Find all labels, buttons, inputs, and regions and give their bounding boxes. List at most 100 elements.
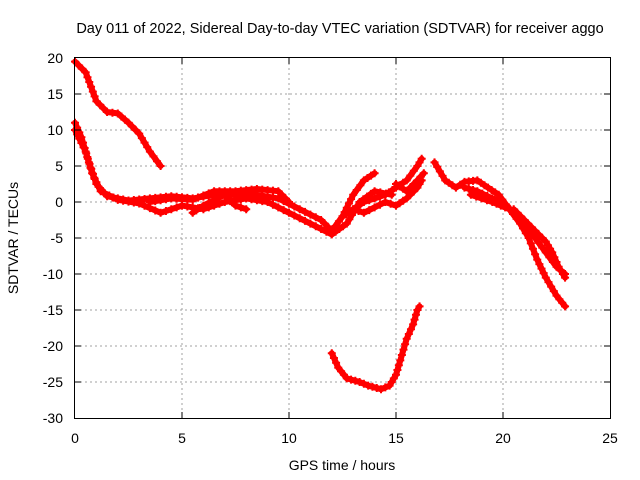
data-point bbox=[342, 374, 351, 383]
x-tick-label: 25 bbox=[602, 430, 618, 446]
data-point bbox=[397, 351, 406, 359]
data-point bbox=[394, 361, 403, 370]
axis-ticks: 0 5 10 15 20 25 -30 -25 -20 -15 -10 -5 0 5 10 15 20 bbox=[43, 50, 618, 446]
data-point bbox=[279, 206, 288, 215]
data-point bbox=[92, 178, 101, 187]
data-point bbox=[372, 384, 381, 392]
data-point bbox=[533, 255, 542, 264]
data-point bbox=[327, 349, 336, 358]
data-point bbox=[537, 264, 546, 273]
series-trace bbox=[72, 119, 378, 234]
data-point bbox=[538, 243, 547, 252]
data-point bbox=[365, 206, 374, 215]
series-track-3 bbox=[71, 126, 396, 239]
data-point bbox=[347, 375, 356, 384]
data-point bbox=[109, 193, 118, 202]
data-point bbox=[544, 278, 553, 287]
data-point bbox=[375, 200, 384, 209]
data-point bbox=[263, 198, 272, 206]
data-point bbox=[285, 208, 293, 217]
data-point bbox=[332, 358, 341, 367]
data-point bbox=[526, 239, 535, 248]
data-point bbox=[492, 199, 501, 208]
data-point bbox=[381, 198, 390, 206]
data-point bbox=[199, 191, 208, 200]
data-point bbox=[477, 194, 486, 203]
data-point bbox=[550, 253, 559, 262]
data-point bbox=[88, 169, 97, 178]
data-point bbox=[364, 381, 373, 390]
data-point bbox=[549, 287, 558, 296]
data-point bbox=[236, 203, 245, 212]
y-tick-label: -25 bbox=[43, 374, 63, 390]
data-point bbox=[404, 330, 413, 338]
data-point bbox=[409, 320, 418, 329]
data-point bbox=[352, 186, 361, 194]
data-point bbox=[172, 203, 181, 212]
data-point bbox=[406, 325, 415, 334]
y-tick-label: -20 bbox=[43, 338, 63, 354]
data-point bbox=[377, 385, 386, 394]
series-track-9 bbox=[327, 302, 424, 394]
data-point bbox=[464, 184, 473, 193]
data-point bbox=[496, 201, 505, 210]
data-point bbox=[79, 143, 88, 152]
data-point bbox=[285, 198, 293, 206]
data-point bbox=[204, 198, 213, 207]
data-point bbox=[375, 192, 384, 201]
y-tick-label: -30 bbox=[43, 410, 63, 426]
data-point bbox=[516, 219, 525, 228]
data-point bbox=[90, 173, 99, 182]
data-point bbox=[402, 334, 411, 343]
data-point bbox=[156, 208, 165, 217]
data-point bbox=[317, 225, 326, 233]
data-point bbox=[534, 238, 543, 247]
data-point bbox=[342, 219, 351, 228]
y-tick-label: 20 bbox=[47, 50, 63, 66]
y-tick-label: 15 bbox=[47, 86, 63, 102]
series-track-13 bbox=[509, 205, 570, 282]
data-point bbox=[86, 163, 95, 172]
data-point bbox=[359, 198, 368, 206]
data-point bbox=[451, 183, 460, 192]
data-point bbox=[199, 201, 208, 210]
y-axis-label: SDTVAR / TECUs bbox=[5, 182, 21, 294]
data-point bbox=[194, 193, 203, 202]
plot-frame bbox=[74, 57, 611, 419]
data-point bbox=[161, 207, 170, 215]
data-point bbox=[94, 182, 103, 191]
data-point bbox=[344, 199, 353, 208]
data-point bbox=[306, 219, 315, 228]
data-point bbox=[210, 196, 219, 205]
data-point bbox=[231, 201, 240, 210]
data-point bbox=[402, 176, 411, 185]
data-point bbox=[415, 302, 424, 311]
data-point bbox=[535, 260, 544, 269]
data-point bbox=[85, 78, 94, 86]
data-point bbox=[351, 376, 360, 385]
data-point bbox=[438, 171, 447, 180]
series-track-7 bbox=[349, 176, 426, 217]
data-point bbox=[539, 269, 548, 278]
data-point bbox=[215, 193, 224, 202]
data-point bbox=[143, 143, 152, 152]
data-point bbox=[359, 208, 368, 217]
data-point bbox=[204, 189, 213, 198]
y-tick-label: 5 bbox=[55, 158, 63, 174]
data-point bbox=[406, 171, 415, 180]
data-point bbox=[301, 216, 310, 225]
data-point bbox=[96, 187, 105, 196]
data-point bbox=[409, 166, 418, 175]
data-point bbox=[401, 340, 410, 349]
series-track-8 bbox=[392, 169, 428, 196]
data-point bbox=[167, 205, 176, 214]
data-point bbox=[349, 205, 358, 214]
data-point bbox=[466, 190, 475, 199]
data-point bbox=[552, 258, 561, 266]
data-point bbox=[274, 203, 283, 212]
series-track-1 bbox=[71, 57, 165, 170]
data-point bbox=[306, 210, 315, 219]
data-point bbox=[88, 87, 97, 96]
y-tick-label: -10 bbox=[43, 266, 63, 282]
